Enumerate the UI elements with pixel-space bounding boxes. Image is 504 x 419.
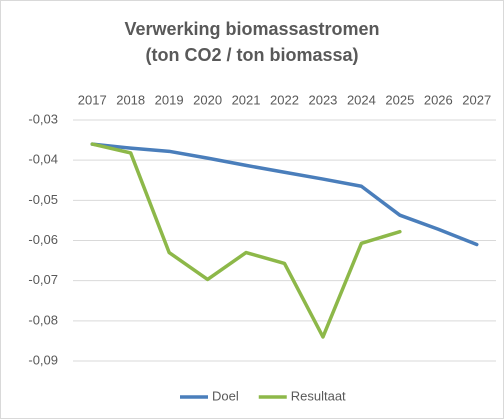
x-tick-label: 2022: [270, 92, 299, 107]
chart-title: Verwerking biomassastromen: [124, 19, 379, 39]
y-tick-label: -0,08: [28, 312, 58, 327]
y-tick-label: -0,06: [28, 232, 58, 247]
y-tick-label: -0,04: [28, 152, 58, 167]
x-tick-label: 2021: [232, 92, 261, 107]
y-tick-label: -0,07: [28, 272, 58, 287]
y-tick-label: -0,09: [28, 352, 58, 367]
x-tick-label: 2027: [462, 92, 491, 107]
x-tick-label: 2020: [193, 92, 222, 107]
x-tick-label: 2023: [308, 92, 337, 107]
x-tick-label: 2026: [424, 92, 453, 107]
x-tick-label: 2024: [347, 92, 376, 107]
y-tick-label: -0,05: [28, 192, 58, 207]
y-tick-label: -0,03: [28, 111, 58, 126]
chart-subtitle: (ton CO2 / ton biomassa): [145, 45, 358, 65]
x-tick-label: 2025: [385, 92, 414, 107]
line-series: [90, 142, 479, 247]
legend-label: Resultaat: [291, 388, 346, 403]
line-series: [90, 142, 402, 339]
x-tick-label: 2018: [116, 92, 145, 107]
legend-label: Doel: [212, 388, 239, 403]
x-tick-label: 2019: [155, 92, 184, 107]
x-tick-label: 2017: [78, 92, 107, 107]
